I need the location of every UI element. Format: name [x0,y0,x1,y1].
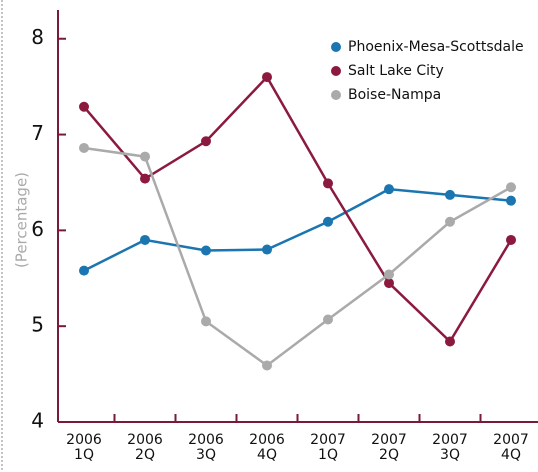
data-point [506,234,516,245]
y-tick-label: 7 [31,121,44,145]
data-point [201,136,211,147]
legend-label: Phoenix-Mesa-Scottsdale [348,39,524,55]
y-tick-label: 6 [31,217,44,241]
x-tick-label: 2Q [379,447,399,463]
series-line [83,146,512,368]
data-point [506,182,516,193]
data-point [79,265,89,276]
x-tick-label: 2007 [371,432,407,448]
x-tick-label: 2006 [66,432,102,448]
data-point [201,316,211,327]
x-tick-label: 2Q [135,447,155,463]
data-point [445,336,455,347]
series-line [83,187,512,272]
x-tick-label: 2006 [188,432,224,448]
y-axis-label: (Percentage) [13,172,31,268]
data-point [262,72,272,83]
legend-marker [331,42,341,52]
data-point [201,245,211,256]
data-point [384,184,394,195]
x-tick-label: 3Q [440,447,460,463]
data-point [323,178,333,189]
data-point [140,173,150,184]
data-point [384,278,394,289]
data-point [445,216,455,227]
data-point [506,195,516,206]
data-point [384,269,394,280]
y-tick-label: 4 [31,409,44,433]
data-point [79,101,89,112]
data-point [140,234,150,245]
x-tick-label: 1Q [74,447,94,463]
data-point [323,314,333,325]
x-tick-label: 2007 [432,432,468,448]
x-tick-label: 4Q [257,447,277,463]
x-tick-label: 3Q [196,447,216,463]
legend-label: Salt Lake City [348,63,444,79]
data-point [323,216,333,227]
legend-label: Boise-Nampa [348,87,441,103]
legend-marker [331,90,341,100]
data-point [262,360,272,371]
x-tick-label: 4Q [501,447,521,463]
legend-marker [331,66,341,76]
data-point [262,244,272,255]
x-tick-label: 2006 [127,432,163,448]
x-tick-label: 2006 [249,432,285,448]
data-point [445,189,455,200]
x-tick-label: 2007 [310,432,346,448]
data-point [79,142,89,153]
data-point [140,151,150,162]
series-line [83,74,513,344]
y-tick-label: 8 [31,25,44,49]
x-tick-label: 2007 [493,432,529,448]
x-tick-label: 1Q [318,447,338,463]
y-tick-label: 5 [31,313,44,337]
